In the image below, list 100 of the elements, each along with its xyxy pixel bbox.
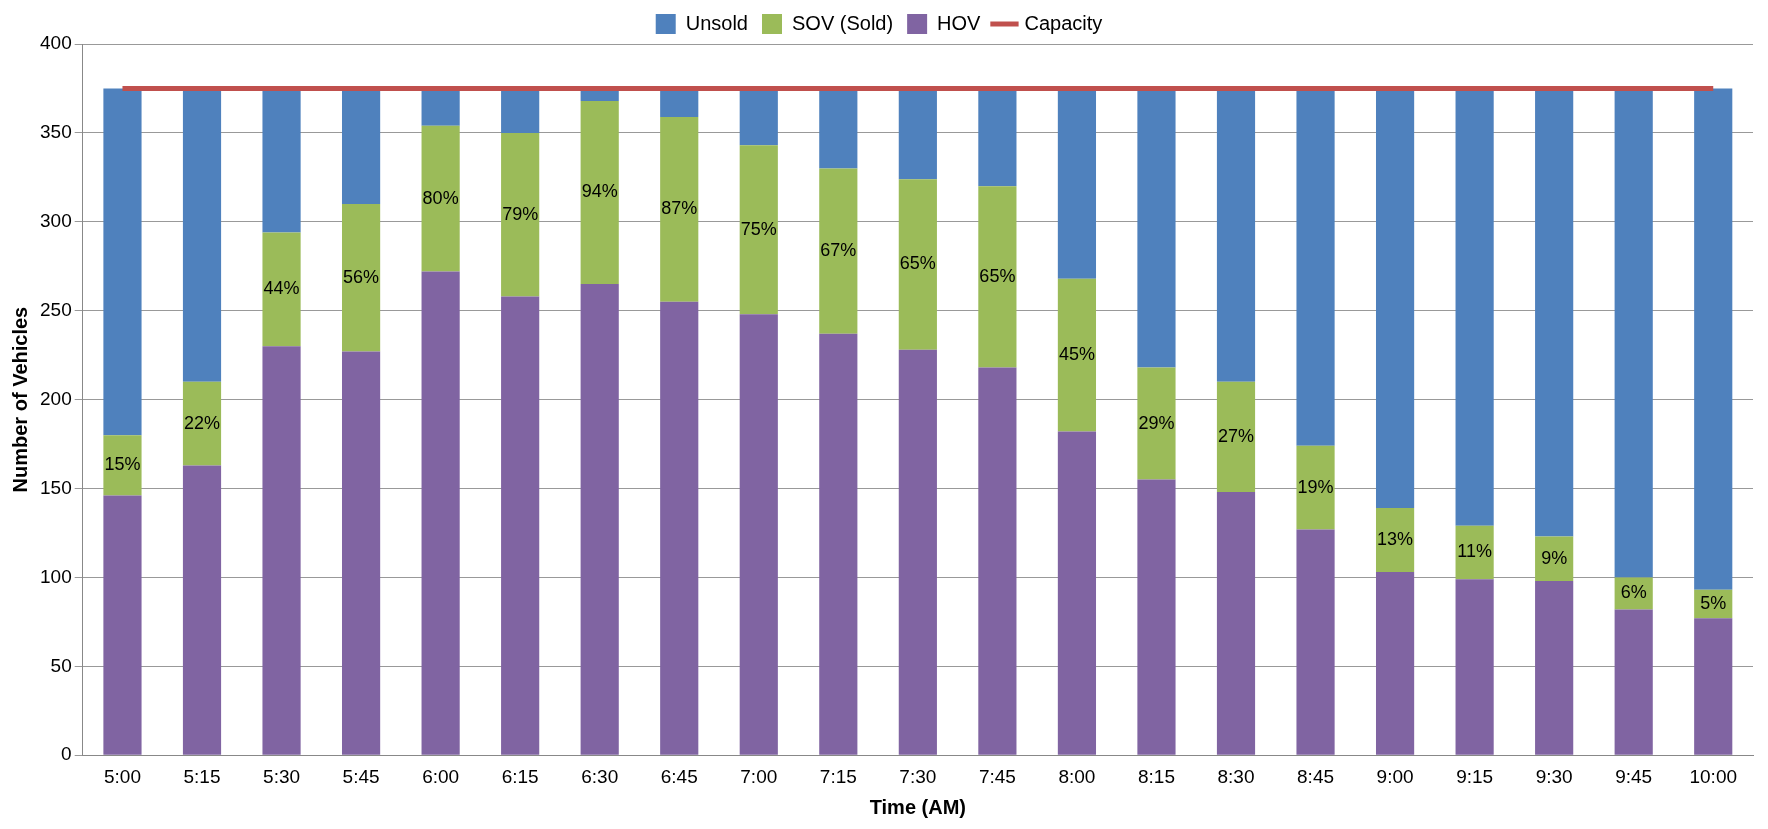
x-tick-label: 8:15 [1137,765,1175,787]
bar [978,367,1017,755]
x-tick-label: 5:15 [183,765,221,787]
x-tick-label: 7:30 [899,765,937,787]
bar [898,179,937,350]
bar [1455,88,1494,526]
bar [421,271,460,755]
x-tick-label: 6:30 [581,765,619,787]
x-tick-label: 7:00 [740,765,778,787]
annotation: 94% [581,181,618,202]
bar [978,186,1017,368]
bar [1694,618,1733,755]
legend-label: SOV (Sold) [791,11,894,34]
annotation: 9% [1541,547,1568,568]
bar [182,88,222,382]
x-tick-label: 6:15 [501,765,539,787]
bar [1296,529,1335,755]
bar [501,88,540,133]
y-tick-label: 350 [40,121,72,143]
x-tick-label: 6:00 [422,765,460,787]
annotation: 13% [1377,529,1414,550]
bar [1296,445,1335,530]
legend-label: HOV [937,11,982,34]
bar [262,232,301,347]
annotation: 67% [820,240,857,261]
bar [501,296,540,755]
bar [262,88,301,233]
bar [580,100,619,285]
annotation: 44% [263,278,300,299]
x-tick-label: 5:00 [103,765,141,787]
x-tick-label: 5:45 [342,765,380,787]
annotation: 11% [1457,541,1492,562]
annotation: 45% [1058,344,1095,365]
bar [1375,88,1415,509]
y-tick-label: 100 [40,565,72,587]
x-tick-label: 8:00 [1058,765,1096,787]
x-tick-label: 9:45 [1615,765,1653,787]
bar [898,349,937,755]
bar [182,465,222,755]
x-tick-label: 9:15 [1456,765,1494,787]
annotation: 5% [1700,593,1727,614]
bar [1137,88,1176,368]
bar [1455,579,1494,755]
annotation: 65% [979,265,1016,286]
annotation: 15% [104,454,141,475]
bar [421,88,460,126]
bar [501,132,540,297]
bar [819,333,858,755]
y-tick-label: 150 [40,476,72,498]
x-tick-label: 5:30 [263,765,301,787]
y-tick-label: 0 [61,743,72,765]
bar [819,168,858,334]
x-tick-label: 8:30 [1217,765,1255,787]
bar [103,435,142,496]
bar [1057,278,1097,432]
bar [898,88,937,180]
bar [1057,431,1097,755]
bar [1296,88,1335,446]
x-tick-label: 9:00 [1376,765,1414,787]
y-tick-label: 50 [50,654,72,676]
bar [342,351,381,755]
x-tick-label: 8:45 [1297,765,1335,787]
bar [819,88,858,169]
bar [1614,609,1653,755]
bar [660,301,699,755]
bar [1535,88,1574,537]
bar [182,381,222,466]
annotation: 80% [422,187,459,208]
bar [978,88,1017,187]
legend-label: Capacity [1024,11,1103,34]
bar [103,88,142,436]
annotation: 87% [661,198,698,219]
bar [1137,479,1176,755]
bar [1216,492,1256,755]
annotation: 22% [183,412,221,433]
annotation: 19% [1297,476,1334,497]
y-tick-label: 300 [40,210,72,232]
bar [342,204,381,352]
bar [580,284,619,755]
annotation: 56% [343,266,380,287]
y-axis-title: Number of Vehicles [8,306,31,493]
bar [1216,381,1256,493]
y-tick-label: 200 [40,387,72,409]
annotation: 29% [1138,412,1175,433]
bar [1535,580,1574,755]
bar [1614,88,1653,578]
annotation: 79% [502,203,539,224]
bar [342,88,381,205]
annotation: 65% [899,253,936,274]
bar [1375,572,1415,755]
x-tick-label: 7:45 [978,765,1016,787]
bar [103,495,142,755]
bar [660,116,699,302]
y-tick-label: 400 [40,32,72,54]
bar [1057,88,1097,279]
bar [739,88,778,146]
bar [739,145,778,315]
bar [1137,367,1176,480]
x-tick-label: 6:45 [660,765,698,787]
bar [1694,88,1733,590]
